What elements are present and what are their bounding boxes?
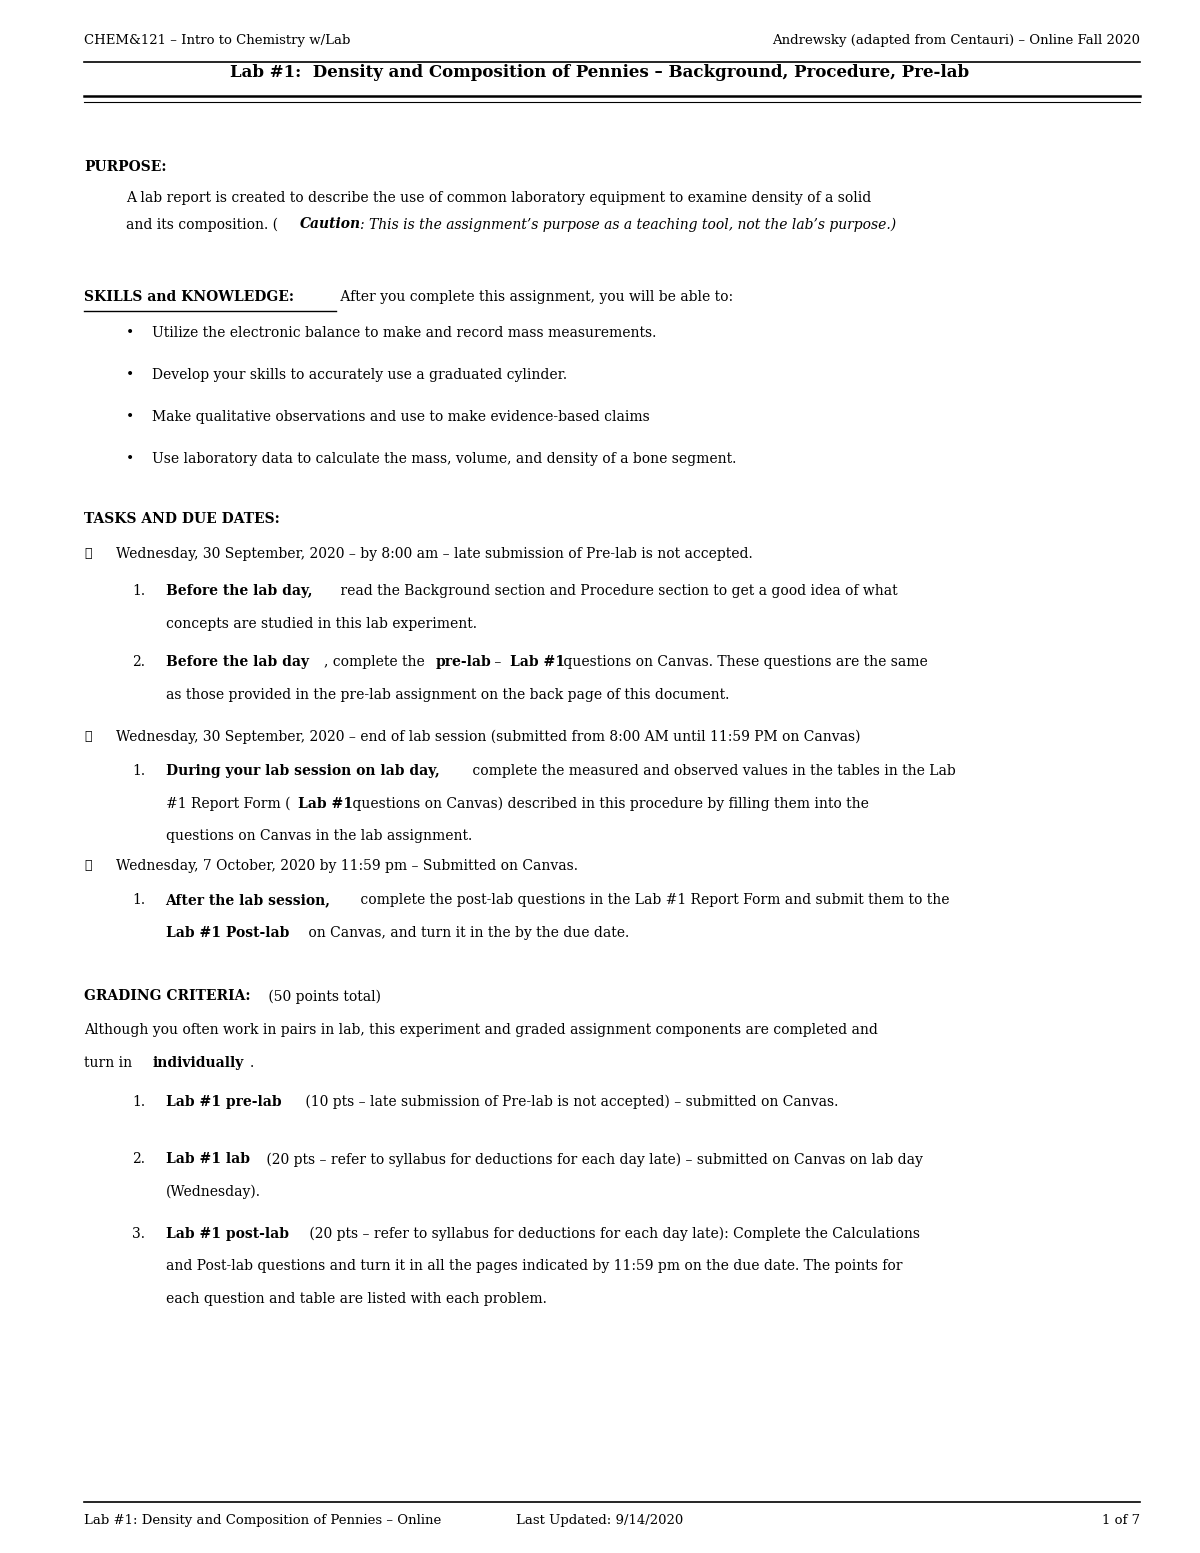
- Text: •: •: [126, 326, 134, 340]
- Text: •: •: [126, 410, 134, 424]
- Text: Andrewsky (adapted from Centauri) – Online Fall 2020: Andrewsky (adapted from Centauri) – Onli…: [772, 34, 1140, 47]
- Text: Lab #1: Density and Composition of Pennies – Online: Lab #1: Density and Composition of Penni…: [84, 1514, 442, 1527]
- Text: Lab #1:  Density and Composition of Pennies – Background, Procedure, Pre-lab: Lab #1: Density and Composition of Penni…: [230, 64, 970, 81]
- Text: , complete the: , complete the: [324, 655, 430, 669]
- Text: (20 pts – refer to syllabus for deductions for each day late): Complete the Calc: (20 pts – refer to syllabus for deductio…: [305, 1227, 919, 1241]
- Text: Lab #1 pre-lab: Lab #1 pre-lab: [166, 1095, 281, 1109]
- Text: Wednesday, 7 October, 2020 by 11:59 pm – Submitted on Canvas.: Wednesday, 7 October, 2020 by 11:59 pm –…: [116, 859, 578, 873]
- Text: .: .: [250, 1056, 254, 1070]
- Text: 1.: 1.: [132, 893, 145, 907]
- Text: Wednesday, 30 September, 2020 – by 8:00 am – late submission of Pre-lab is not a: Wednesday, 30 September, 2020 – by 8:00 …: [116, 547, 754, 561]
- Text: –: –: [490, 655, 505, 669]
- Text: on Canvas, and turn it in the by the due date.: on Canvas, and turn it in the by the due…: [304, 926, 629, 940]
- Text: Utilize the electronic balance to make and record mass measurements.: Utilize the electronic balance to make a…: [152, 326, 656, 340]
- Text: Before the lab day,: Before the lab day,: [166, 584, 312, 598]
- Text: Lab #1: Lab #1: [298, 797, 353, 811]
- Text: Although you often work in pairs in lab, this experiment and graded assignment c: Although you often work in pairs in lab,…: [84, 1023, 878, 1037]
- Text: (20 pts – refer to syllabus for deductions for each day late) – submitted on Can: (20 pts – refer to syllabus for deductio…: [262, 1152, 923, 1166]
- Text: Lab #1 lab: Lab #1 lab: [166, 1152, 250, 1166]
- Text: A lab report is created to describe the use of common laboratory equipment to ex: A lab report is created to describe the …: [126, 191, 871, 205]
- Text: TASKS AND DUE DATES:: TASKS AND DUE DATES:: [84, 512, 280, 526]
- Text: Lab #1 post-lab: Lab #1 post-lab: [166, 1227, 289, 1241]
- Text: Wednesday, 30 September, 2020 – end of lab session (submitted from 8:00 AM until: Wednesday, 30 September, 2020 – end of l…: [116, 730, 860, 744]
- Text: as those provided in the pre-lab assignment on the back page of this document.: as those provided in the pre-lab assignm…: [166, 688, 728, 702]
- Text: (10 pts – late submission of Pre-lab is not accepted) – submitted on Canvas.: (10 pts – late submission of Pre-lab is …: [301, 1095, 839, 1109]
- Text: complete the post-lab questions in the Lab #1 Report Form and submit them to the: complete the post-lab questions in the L…: [356, 893, 950, 907]
- Text: : This is the assignment’s purpose as a teaching tool, not the lab’s purpose.): : This is the assignment’s purpose as a …: [360, 217, 896, 231]
- Text: •: •: [126, 452, 134, 466]
- Text: Develop your skills to accurately use a graduated cylinder.: Develop your skills to accurately use a …: [152, 368, 568, 382]
- Text: Before the lab day: Before the lab day: [166, 655, 308, 669]
- Text: #1 Report Form (: #1 Report Form (: [166, 797, 290, 811]
- Text: After you complete this assignment, you will be able to:: After you complete this assignment, you …: [336, 290, 733, 304]
- Text: and its composition. (: and its composition. (: [126, 217, 278, 231]
- Text: SKILLS and KNOWLEDGE:: SKILLS and KNOWLEDGE:: [84, 290, 294, 304]
- Text: 1.: 1.: [132, 1095, 145, 1109]
- Text: Lab #1 Post-lab: Lab #1 Post-lab: [166, 926, 289, 940]
- Text: 1.: 1.: [132, 764, 145, 778]
- Text: GRADING CRITERIA:: GRADING CRITERIA:: [84, 989, 251, 1003]
- Text: complete the measured and observed values in the tables in the Lab: complete the measured and observed value…: [468, 764, 955, 778]
- Text: individually: individually: [152, 1056, 244, 1070]
- Text: questions on Canvas in the lab assignment.: questions on Canvas in the lab assignmen…: [166, 829, 472, 843]
- Text: Use laboratory data to calculate the mass, volume, and density of a bone segment: Use laboratory data to calculate the mas…: [152, 452, 737, 466]
- Text: 2.: 2.: [132, 1152, 145, 1166]
- Text: ❖: ❖: [84, 547, 91, 559]
- Text: Last Updated: 9/14/2020: Last Updated: 9/14/2020: [516, 1514, 684, 1527]
- Text: ❖: ❖: [84, 730, 91, 742]
- Text: each question and table are listed with each problem.: each question and table are listed with …: [166, 1292, 546, 1306]
- Text: questions on Canvas) described in this procedure by filling them into the: questions on Canvas) described in this p…: [348, 797, 869, 811]
- Text: concepts are studied in this lab experiment.: concepts are studied in this lab experim…: [166, 617, 476, 631]
- Text: 3.: 3.: [132, 1227, 145, 1241]
- Text: 2.: 2.: [132, 655, 145, 669]
- Text: (50 points total): (50 points total): [264, 989, 382, 1003]
- Text: 1 of 7: 1 of 7: [1102, 1514, 1140, 1527]
- Text: (Wednesday).: (Wednesday).: [166, 1185, 260, 1199]
- Text: CHEM&121 – Intro to Chemistry w/Lab: CHEM&121 – Intro to Chemistry w/Lab: [84, 34, 350, 47]
- Text: 1.: 1.: [132, 584, 145, 598]
- Text: Lab #1: Lab #1: [510, 655, 565, 669]
- Text: ❖: ❖: [84, 859, 91, 871]
- Text: After the lab session,: After the lab session,: [166, 893, 331, 907]
- Text: questions on Canvas. These questions are the same: questions on Canvas. These questions are…: [559, 655, 928, 669]
- Text: and Post-lab questions and turn it in all the pages indicated by 11:59 pm on the: and Post-lab questions and turn it in al…: [166, 1259, 902, 1273]
- Text: PURPOSE:: PURPOSE:: [84, 160, 167, 174]
- Text: Make qualitative observations and use to make evidence-based claims: Make qualitative observations and use to…: [152, 410, 650, 424]
- Text: Caution: Caution: [300, 217, 361, 231]
- Text: pre-lab: pre-lab: [436, 655, 491, 669]
- Text: •: •: [126, 368, 134, 382]
- Text: read the Background section and Procedure section to get a good idea of what: read the Background section and Procedur…: [336, 584, 898, 598]
- Text: turn in: turn in: [84, 1056, 137, 1070]
- Text: During your lab session on lab day,: During your lab session on lab day,: [166, 764, 439, 778]
